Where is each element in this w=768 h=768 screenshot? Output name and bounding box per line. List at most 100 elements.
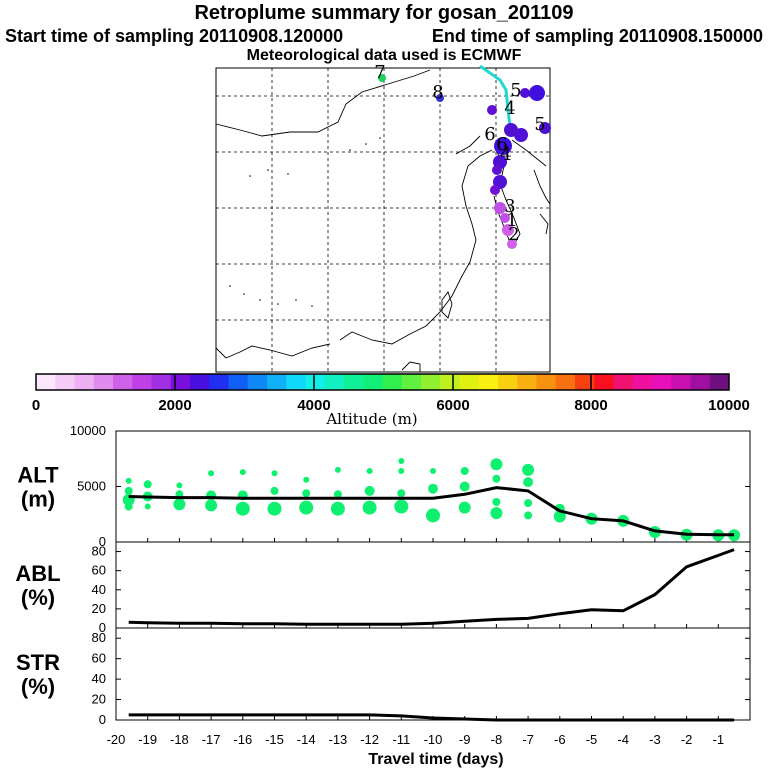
day-marker: 7 [374, 62, 385, 83]
chart-title: Retroplume summary for gosan_201109 [194, 2, 574, 24]
colorbar-swatch [228, 374, 249, 390]
plume-dot [490, 185, 500, 195]
panel-label: STR [16, 650, 60, 675]
altitude-scatter-point [490, 458, 503, 471]
altitude-scatter-point [524, 511, 533, 520]
panel-frame [115, 627, 751, 721]
colorbar-swatch [190, 374, 210, 390]
map-dotted-borders [229, 137, 381, 307]
y-tick-label: 20 [92, 601, 106, 616]
altitude-scatter-point [394, 499, 409, 514]
altitude-scatter-point [144, 503, 151, 510]
altitude-scatter-point [398, 468, 405, 474]
colorbar-swatch [113, 374, 133, 390]
altitude-scatter-point [124, 502, 133, 511]
plume-dot [507, 239, 517, 249]
day-marker: 6 [484, 124, 495, 145]
colorbar-swatch [517, 374, 537, 390]
altitude-scatter-point [364, 485, 375, 496]
altitude-scatter-point [239, 469, 246, 476]
colorbar-swatch [632, 374, 653, 390]
x-tick-label: -8 [491, 732, 503, 747]
altitude-scatter-point [523, 477, 534, 488]
colorbar-swatch [93, 374, 114, 390]
colorbar-swatch [421, 374, 441, 390]
panel-str: 80 60 40 20 0 STR(%) [16, 627, 751, 727]
colorbar-caption: Altitude (m) [325, 410, 417, 428]
altitude-scatter-point [492, 498, 501, 506]
x-tick-label: -17 [202, 732, 221, 747]
panel-abl: 80 60 40 20 0 ABL(%) [15, 541, 751, 635]
day-marker: 6 [496, 134, 507, 155]
altitude-colorbar: 0 2000 4000 6000 8000 10000 Altitude (m) [32, 373, 750, 428]
plume-dot [436, 94, 444, 102]
altitude-scatter-point [522, 463, 535, 476]
colorbar-swatch [478, 374, 499, 390]
colorbar-swatch [536, 374, 557, 390]
colorbar-swatch [498, 374, 518, 390]
altitude-scatter-point [173, 498, 186, 511]
altitude-scatter-point [143, 480, 152, 489]
altitude-scatter-point [362, 500, 377, 515]
plume-dot [487, 105, 497, 115]
colorbar-tick-label: 0 [32, 397, 40, 414]
colorbar-tick-label: 10000 [708, 397, 750, 414]
plume-dot [500, 213, 510, 223]
series-line-abl [128, 548, 735, 626]
colorbar-swatch [594, 374, 614, 390]
plume-dot [492, 165, 502, 175]
plume-dot [502, 224, 514, 236]
panel-alt: 10000 5000 0 ALT(m) [17, 423, 751, 549]
colorbar-swatch [613, 374, 634, 390]
y-tick-label: 0 [99, 712, 106, 727]
altitude-scatter-point [176, 482, 183, 489]
day-marker: 1 [506, 210, 517, 231]
colorbar-swatch [267, 374, 287, 390]
plume-dot [539, 122, 551, 134]
x-tick-label: -6 [554, 732, 566, 747]
y-tick-label: 10000 [70, 423, 106, 438]
altitude-scatter-point [235, 501, 250, 516]
plume-dot [494, 137, 512, 155]
altitude-scatter-point [428, 483, 438, 494]
panel-unit: (%) [21, 674, 55, 699]
altitude-scatter-point [553, 510, 566, 523]
altitude-scatter-point [267, 501, 282, 516]
altitude-scatter-point [366, 468, 373, 474]
altitude-scatter-point [398, 458, 405, 464]
colorbar-swatch [401, 374, 422, 390]
colorbar-tick-label: 4000 [297, 397, 330, 414]
colorbar-swatch [671, 374, 691, 390]
x-tick-label: -9 [459, 732, 471, 747]
altitude-scatter-point [333, 490, 342, 499]
series-line-str [128, 713, 735, 722]
x-tick-label: -4 [617, 732, 629, 747]
day-marker: 4 [504, 98, 515, 119]
altitude-scatter-point [271, 470, 278, 477]
x-tick-label: -15 [265, 732, 284, 747]
colorbar-swatch [132, 374, 152, 390]
altitude-scatter-point [208, 470, 215, 477]
panel-label: ABL [15, 561, 60, 586]
colorbar-swatch [170, 374, 191, 390]
colorbar-swatch [305, 374, 326, 390]
colorbar-swatch [690, 374, 711, 390]
colorbar-swatch [36, 374, 56, 390]
altitude-scatter-point [303, 476, 310, 483]
day-marker: 5 [510, 80, 521, 101]
x-tick-label: -20 [107, 732, 126, 747]
colorbar-swatch [324, 374, 345, 390]
y-tick-label: 5000 [77, 479, 106, 494]
altitude-scatter-point [334, 466, 341, 473]
altitude-scatter-point [205, 499, 218, 512]
map-gridlines [216, 68, 550, 372]
trajectory-track [479, 64, 512, 127]
colorbar-swatch [74, 374, 95, 390]
colorbar-swatch [209, 374, 229, 390]
y-tick-label: 0 [99, 534, 106, 549]
altitude-scatter-point [397, 489, 406, 498]
x-tick-label: -1 [713, 732, 725, 747]
